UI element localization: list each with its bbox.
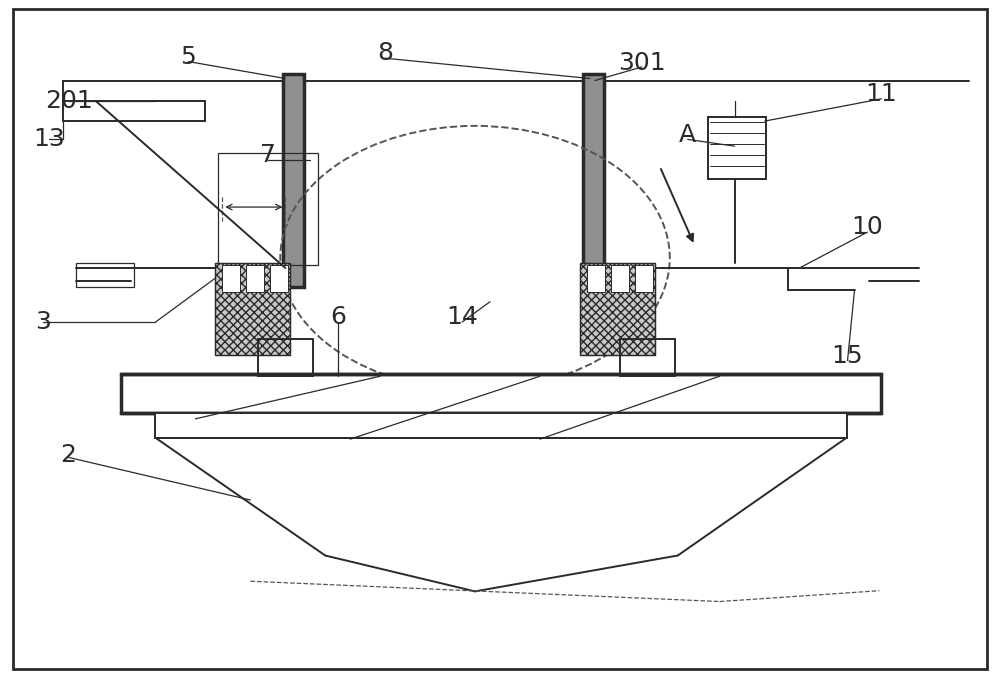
Bar (121, 374, 881, 414)
Text: 3: 3 (35, 310, 51, 334)
Bar (215, 263, 290, 355)
Text: 201: 201 (45, 89, 92, 113)
Text: 11: 11 (866, 82, 897, 106)
Bar (611, 264, 629, 292)
Bar (620, 339, 675, 376)
Bar (635, 264, 653, 292)
Bar (215, 263, 290, 355)
Bar (258, 339, 313, 376)
Bar (246, 264, 264, 292)
Bar (218, 153, 318, 264)
Bar (708, 117, 766, 179)
Bar (583, 74, 604, 287)
Bar (580, 263, 655, 355)
Bar (155, 414, 847, 438)
Text: 14: 14 (446, 305, 478, 330)
Text: 13: 13 (33, 127, 65, 151)
Text: 2: 2 (61, 443, 77, 467)
Text: 8: 8 (377, 41, 393, 66)
Text: 15: 15 (832, 344, 863, 368)
Text: A: A (679, 123, 696, 146)
Text: 6: 6 (330, 305, 346, 330)
Bar (580, 263, 655, 355)
Text: 301: 301 (618, 51, 666, 75)
Bar (283, 74, 304, 287)
Text: 10: 10 (852, 216, 883, 239)
Bar (76, 263, 134, 287)
Bar (222, 264, 240, 292)
Text: 7: 7 (260, 143, 276, 167)
Bar (587, 264, 605, 292)
Bar (270, 264, 288, 292)
Text: 5: 5 (181, 45, 196, 69)
